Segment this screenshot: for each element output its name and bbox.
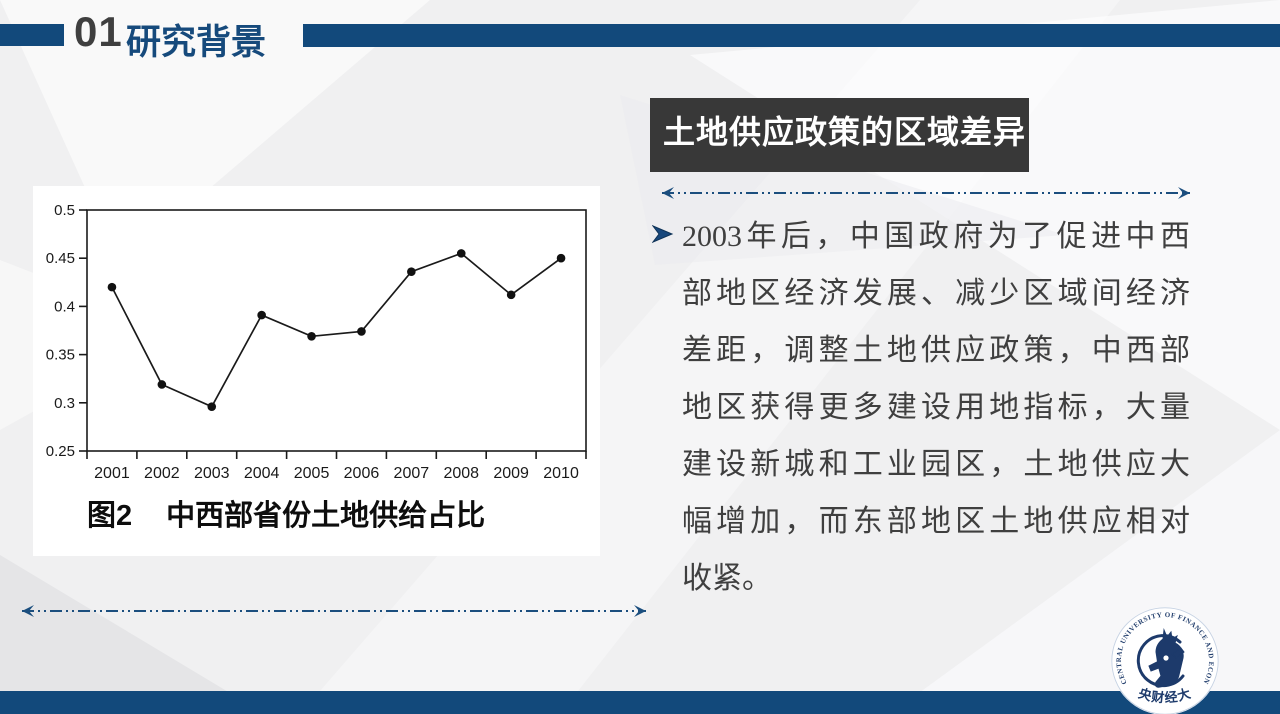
y-tick-label: 0.45 bbox=[46, 250, 75, 267]
plot-frame bbox=[86, 209, 587, 452]
paragraph-lines: 2003年后，中国政府为了促进中西 部地区经济发展、减少区域间经济 差距，调整土地供… bbox=[682, 208, 1190, 607]
x-tick-label: 2008 bbox=[443, 465, 479, 482]
x-tick-label: 2009 bbox=[493, 465, 529, 482]
data-point bbox=[307, 331, 316, 341]
figure-caption-prefix: 图2 bbox=[87, 500, 133, 532]
x-tick-label: 2005 bbox=[294, 465, 330, 482]
y-tick-label: 0.3 bbox=[54, 395, 75, 412]
dashed-arrow-divider-left bbox=[22, 605, 646, 617]
y-tick-label: 0.35 bbox=[46, 347, 75, 364]
x-tick-label: 2001 bbox=[94, 465, 130, 482]
x-tick-label: 2002 bbox=[144, 465, 180, 482]
body-paragraph: 2003年后，中国政府为了促进中西 部地区经济发展、减少区域间经济 差距，调整土地供… bbox=[652, 208, 1192, 607]
paragraph-line: 差距，调整土地供应政策，中西部 bbox=[682, 334, 1190, 367]
header-accent-bar-left bbox=[0, 24, 64, 46]
arrowhead-bullet-icon bbox=[652, 225, 674, 243]
dashed-arrow-divider-right bbox=[662, 187, 1190, 199]
series-line bbox=[111, 252, 562, 408]
section-number: 01 bbox=[74, 8, 123, 55]
paragraph-line: 建设新城和工业园区，土地供应大 bbox=[682, 448, 1190, 481]
y-tick-label: 0.25 bbox=[46, 443, 75, 460]
y-tick-label: 0.5 bbox=[54, 202, 75, 219]
paragraph-line: 幅增加，而东部地区土地供应相对 bbox=[682, 505, 1190, 538]
data-point bbox=[456, 249, 466, 258]
data-point bbox=[506, 290, 516, 300]
x-tick-label: 2006 bbox=[344, 465, 380, 482]
arrow-right-icon bbox=[1178, 187, 1190, 199]
footer-accent-bar bbox=[0, 691, 1280, 714]
figure-caption-text: 中西部省份土地供给占比 bbox=[166, 500, 486, 532]
data-point bbox=[107, 282, 117, 292]
x-tick-label: 2010 bbox=[543, 465, 579, 482]
data-point bbox=[207, 402, 217, 411]
section-title: 研究背景 bbox=[126, 23, 267, 62]
x-tick-label: 2003 bbox=[194, 465, 230, 482]
figure-caption: 图2 中西部省份土地供给占比 bbox=[87, 492, 587, 534]
data-point bbox=[357, 327, 366, 336]
y-tick-label: 0.4 bbox=[54, 298, 75, 315]
header-accent-bar-right bbox=[303, 24, 1280, 47]
figure-panel: 0.25 0.3 0.35 0.4 0.45 0.5 2001 2002 2003 2004 200… bbox=[33, 186, 600, 556]
x-tick-label: 2007 bbox=[394, 465, 430, 482]
data-point bbox=[556, 253, 566, 263]
data-point bbox=[257, 310, 266, 320]
data-point bbox=[157, 380, 167, 389]
topic-heading: 土地供应政策的区域差异 bbox=[663, 114, 1027, 150]
data-point bbox=[407, 267, 416, 276]
paragraph-line: 部地区经济发展、减少区域间经济 bbox=[682, 277, 1190, 310]
arrow-left-icon bbox=[22, 605, 34, 617]
topic-heading-box: 土地供应政策的区域差异 bbox=[650, 98, 1029, 172]
paragraph-line: 收紧。 bbox=[682, 562, 772, 595]
dragon-emblem-icon bbox=[1136, 628, 1185, 688]
arrow-left-icon bbox=[662, 187, 674, 199]
paragraph-line: 地区获得更多建设用地指标，大量 bbox=[682, 391, 1190, 424]
paragraph-line: 2003年后，中国政府为了促进中西 bbox=[682, 220, 1190, 253]
x-tick-label: 2004 bbox=[244, 465, 280, 482]
arrow-right-icon bbox=[634, 605, 646, 617]
line-chart: 0.25 0.3 0.35 0.4 0.45 0.5 2001 2002 2003 2004 200… bbox=[46, 202, 587, 482]
university-seal-logo: CENTRAL UNIVERSITY OF FINANCE AND ECONOM… bbox=[1110, 606, 1219, 714]
